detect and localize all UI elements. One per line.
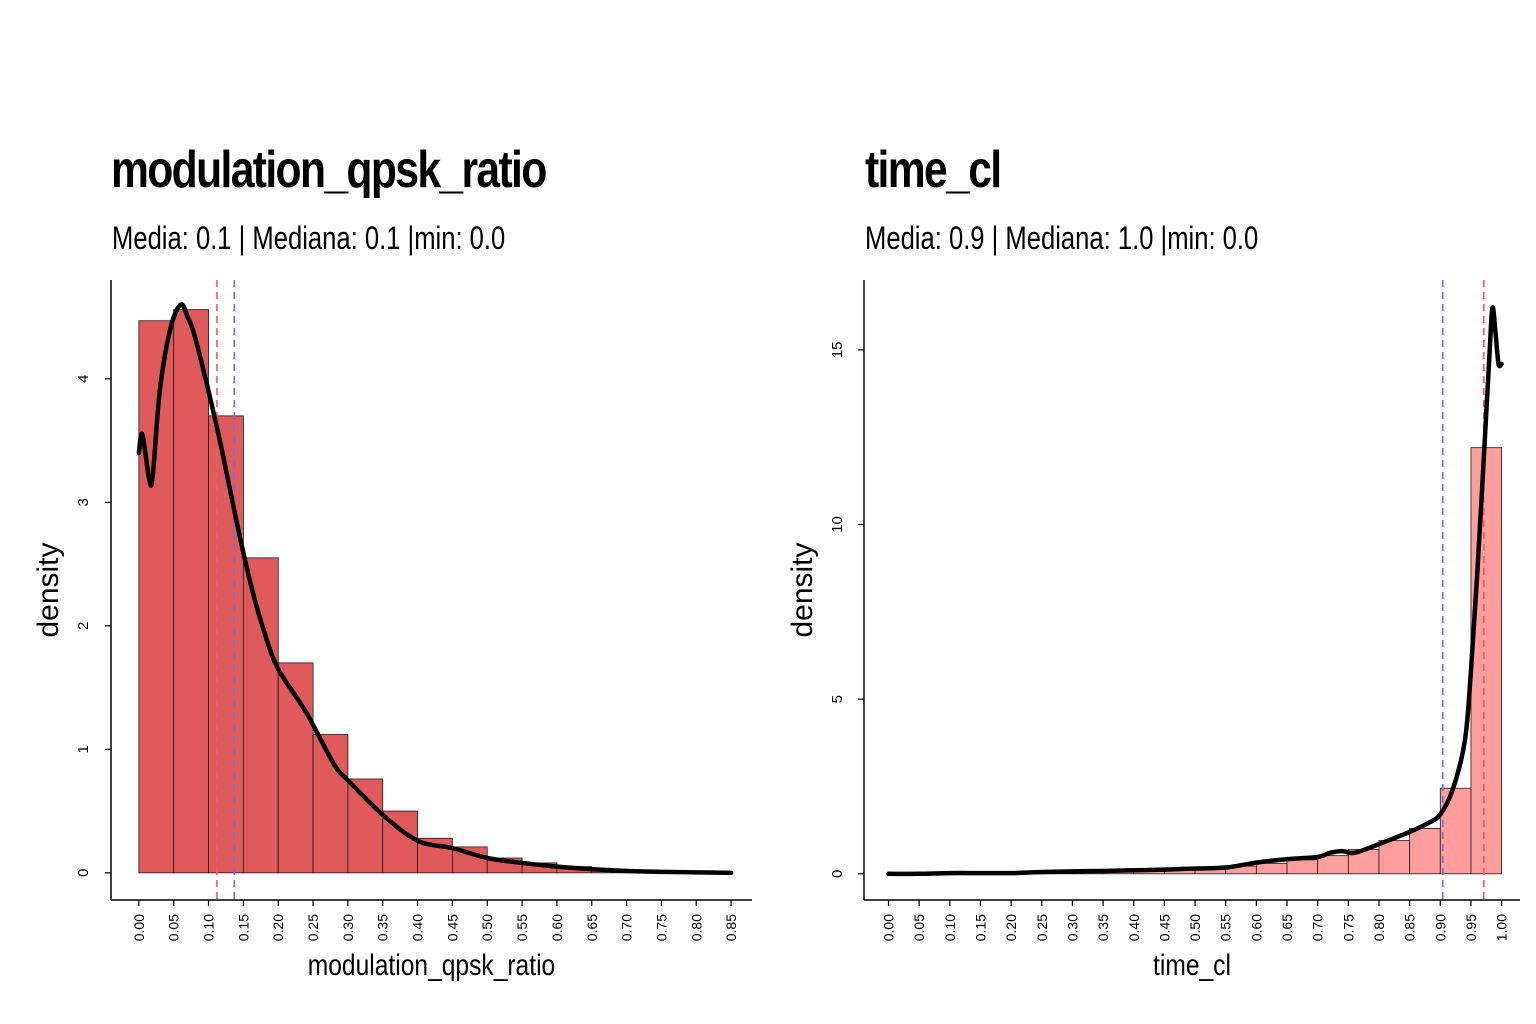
histogram-bar [1317, 855, 1349, 875]
y-tick-label: 15 [829, 342, 846, 359]
y-tick-label: 3 [75, 498, 92, 506]
chart-2-title: time_cl [865, 141, 1002, 199]
histogram-bar [347, 778, 384, 874]
histogram-bar [1470, 447, 1503, 875]
x-tick-label: 0.70 [619, 914, 635, 941]
x-tick-label: 0.55 [1218, 914, 1234, 941]
chart-1-title: modulation_qpsk_ratio [111, 141, 547, 199]
x-tick-label: 0.85 [1402, 914, 1418, 941]
x-tick-label: 1.00 [1494, 914, 1510, 941]
x-tick-label: 0.00 [881, 914, 897, 941]
x-tick-label: 0.15 [235, 914, 251, 941]
x-tick-label: 0.45 [444, 914, 460, 941]
histogram-bar [1439, 787, 1472, 875]
x-tick-label: 0.50 [1187, 914, 1203, 941]
x-tick-label: 0.80 [1371, 914, 1387, 941]
histogram-bar [208, 415, 244, 874]
chart-1-subtitle: Media: 0.1 | Mediana: 0.1 |min: 0.0 [112, 220, 506, 256]
x-tick-label: 0.10 [201, 914, 217, 941]
x-tick-label: 0.20 [270, 914, 286, 941]
x-tick-label: 0.75 [653, 914, 669, 941]
x-tick-label: 0.20 [1003, 914, 1019, 941]
x-tick-label: 0.60 [549, 914, 565, 941]
y-tick-label: 2 [75, 622, 92, 630]
x-tick-label: 0.05 [166, 914, 182, 941]
x-tick-label: 0.65 [584, 914, 600, 941]
histogram-bar [1255, 862, 1288, 875]
histogram-bar [1286, 859, 1319, 875]
x-tick-label: 0.40 [1126, 914, 1142, 941]
x-tick-label: 0.40 [410, 914, 426, 941]
y-tick-label: 4 [75, 375, 92, 383]
density-curve [136, 302, 734, 876]
y-axis-title: density [32, 542, 65, 637]
histogram-chart-2: 0 5 10 15 0.00 0.05 0.10 0.15 0.20 0.25 0.30 0.35 0.… [786, 280, 1520, 982]
density-curve [886, 305, 1504, 877]
histogram-chart-1: 0 1 2 3 4 0.00 0.05 0.10 0.15 0.20 0.25 0.30 0.35 0.4… [32, 280, 752, 982]
x-tick-label: 0.30 [340, 914, 356, 941]
x-tick-label: 0.00 [131, 914, 147, 941]
x-tick-label: 0.35 [1095, 914, 1111, 941]
x-tick-label: 0.50 [479, 914, 495, 941]
y-tick-label: 5 [829, 695, 846, 703]
histogram-bar [1378, 840, 1411, 875]
x-tick-label: 0.90 [1432, 914, 1448, 941]
x-tick-label: 0.25 [1034, 914, 1050, 941]
x-tick-label: 0.70 [1310, 914, 1326, 941]
x-tick-label: 0.95 [1463, 914, 1479, 941]
x-axis-title: modulation_qpsk_ratio [308, 948, 555, 982]
x-tick-label: 0.45 [1156, 914, 1172, 941]
y-tick-label: 0 [75, 869, 92, 877]
y-tick-label: 0 [829, 870, 846, 878]
y-tick-label: 10 [829, 516, 846, 533]
x-tick-label: 0.85 [723, 914, 739, 941]
x-tick-label: 0.75 [1340, 914, 1356, 941]
x-tick-label: 0.05 [911, 914, 927, 941]
x-tick-label: 0.10 [942, 914, 958, 941]
x-tick-label: 0.30 [1064, 914, 1080, 941]
histogram-bar [173, 309, 209, 874]
y-tick-label: 1 [75, 745, 92, 753]
chart-2-subtitle: Media: 0.9 | Mediana: 1.0 |min: 0.0 [865, 220, 1259, 256]
y-axis-title: density [786, 542, 819, 637]
x-tick-label: 0.60 [1248, 914, 1264, 941]
histogram-bar [1409, 827, 1441, 875]
x-axis-title: time_cl [1153, 948, 1231, 982]
histogram-bar [242, 557, 279, 874]
x-tick-label: 0.35 [375, 914, 391, 941]
x-tick-label: 0.65 [1279, 914, 1295, 941]
x-tick-label: 0.15 [972, 914, 988, 941]
x-tick-label: 0.55 [514, 914, 530, 941]
x-tick-label: 0.25 [305, 914, 321, 941]
x-tick-label: 0.80 [688, 914, 704, 941]
